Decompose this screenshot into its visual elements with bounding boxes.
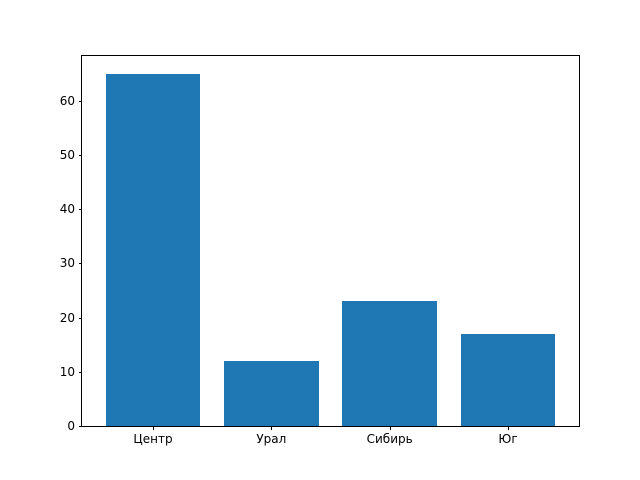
x-tick-label-3: Юг — [498, 432, 518, 446]
y-tick-label: 60 — [59, 93, 75, 108]
y-tick-mark — [78, 317, 82, 319]
bar-2 — [342, 301, 437, 426]
y-tick-mark — [78, 263, 82, 265]
bar-1 — [224, 360, 319, 426]
x-tick-mark — [153, 426, 154, 430]
x-tick-label-0: Центр — [133, 432, 173, 446]
y-tick-mark — [78, 371, 82, 373]
x-tick-label-2: Сибирь — [366, 432, 413, 446]
y-tick-label: 20 — [59, 310, 75, 325]
y-tick-label: 50 — [59, 147, 75, 162]
bar-3 — [460, 333, 556, 426]
y-tick-mark — [78, 209, 82, 211]
y-tick-label: 0 — [67, 419, 75, 433]
x-tick-mark — [389, 426, 391, 430]
y-tick-label: 30 — [59, 256, 75, 271]
y-tick-mark — [78, 426, 82, 427]
x-tick-label-1: Урал — [256, 432, 287, 446]
chart-axes: 0 10 20 30 40 50 60 Центр Урал Сибирь Юг — [60, 55, 580, 445]
y-tick-mark — [78, 154, 82, 156]
y-tick-label: 10 — [59, 364, 75, 379]
x-tick-mark — [508, 426, 509, 430]
y-tick-label: 40 — [59, 202, 75, 217]
bar-0 — [105, 73, 201, 426]
y-tick-mark — [78, 100, 82, 102]
plot-area — [82, 56, 579, 426]
x-tick-mark — [271, 426, 273, 430]
